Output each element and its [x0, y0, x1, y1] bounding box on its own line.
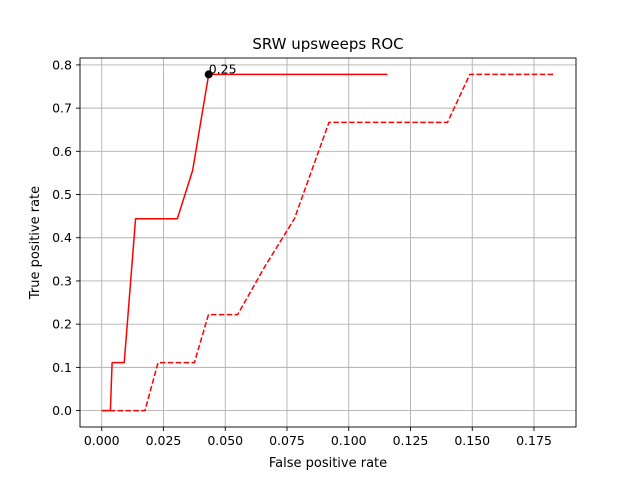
x-tick-label: 0.125: [393, 433, 429, 448]
chart-title: SRW upsweeps ROC: [252, 35, 403, 53]
plot-frame: [79, 57, 577, 428]
x-tick-label: 0.175: [516, 433, 552, 448]
y-tick-label: 0.3: [52, 273, 72, 288]
y-tick-label: 0.1: [52, 360, 72, 375]
dashed-roc-line: [101, 73, 554, 412]
x-tick-label: 0.000: [84, 433, 120, 448]
series-layer: [101, 73, 554, 412]
y-axis-ticks: 0.0 0.1 0.2 0.3 0.4 0.5 0.6 0.7 0.8: [52, 57, 80, 418]
y-tick-label: 0.4: [52, 230, 72, 245]
solid-roc-line: [101, 73, 388, 412]
x-axis-label: False positive rate: [269, 456, 387, 471]
x-tick-label: 0.050: [207, 433, 243, 448]
grid: [80, 58, 576, 427]
x-tick-label: 0.075: [269, 433, 305, 448]
y-tick-label: 0.5: [52, 187, 72, 202]
y-tick-label: 0.7: [52, 101, 72, 116]
y-tick-label: 0.6: [52, 144, 72, 159]
x-axis-ticks: 0.000 0.025 0.050 0.075 0.100 0.125 0.150 0.175: [84, 427, 552, 448]
threshold-marker: [204, 70, 213, 79]
x-tick-label: 0.100: [331, 433, 367, 448]
y-tick-label: 0.2: [52, 317, 72, 332]
y-tick-label: 0.8: [52, 57, 72, 72]
threshold-label: 0.25: [209, 61, 237, 76]
annotation-layer: 0.25: [204, 61, 237, 79]
x-tick-label: 0.150: [454, 433, 490, 448]
y-axis-label: True positive rate: [28, 186, 43, 300]
x-tick-label: 0.025: [146, 433, 182, 448]
y-tick-label: 0.0: [52, 403, 72, 418]
